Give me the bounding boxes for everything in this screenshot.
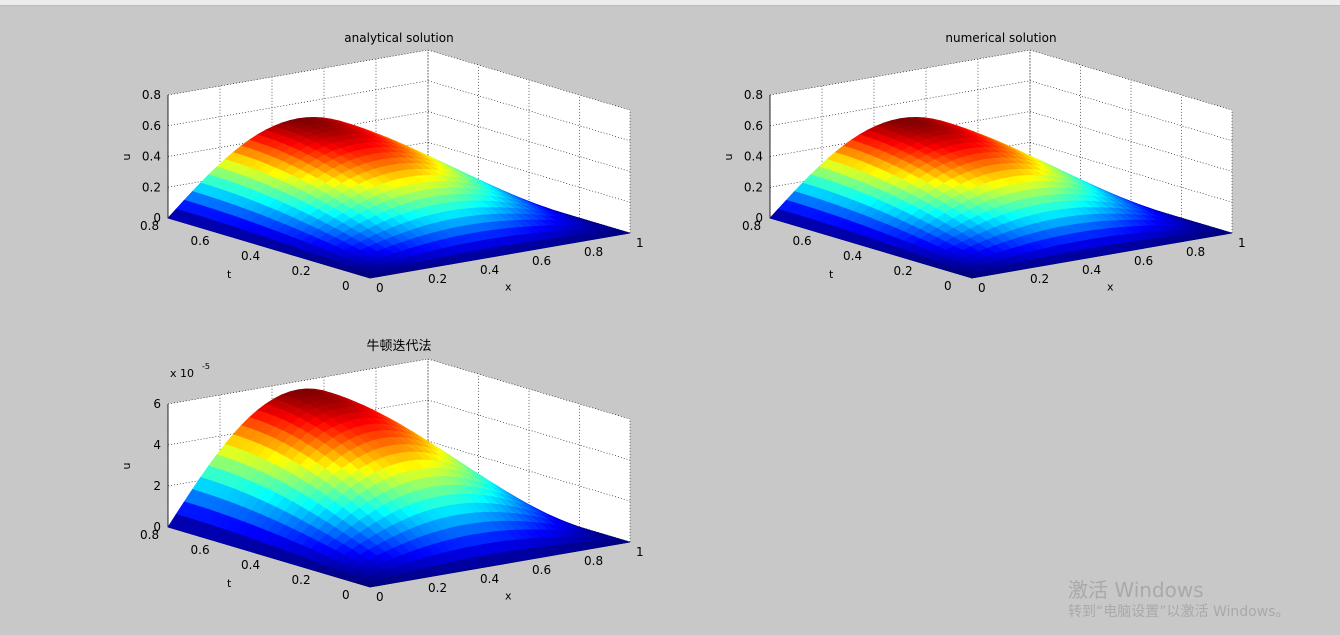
grid-line-z xyxy=(167,49,631,111)
t-axis-label: t xyxy=(829,268,834,281)
grid-line-z xyxy=(769,49,1233,111)
t-tick-label: 0 xyxy=(342,279,350,293)
t-axis-label: t xyxy=(227,268,232,281)
x-tick-label: 0.8 xyxy=(1186,245,1205,259)
t-tick-label: 0.2 xyxy=(292,573,311,587)
z-tick-label: 0.6 xyxy=(142,119,161,133)
grid-line-z xyxy=(769,80,1233,142)
surface-patch xyxy=(360,273,380,279)
surface-mesh xyxy=(769,116,1233,279)
surface-plot-2: 00.20.40.60.8100.20.40.60.800.20.40.60.8… xyxy=(722,31,1246,295)
t-tick-label: 0.6 xyxy=(191,543,210,557)
surface-mesh xyxy=(167,388,631,588)
z-exponent-label: x 10 xyxy=(170,367,194,380)
t-axis-label: t xyxy=(227,577,232,590)
x-tick-label: 0 xyxy=(376,590,384,604)
x-tick-label: 0.2 xyxy=(1030,272,1049,286)
t-tick-label: 0 xyxy=(944,279,952,293)
x-tick-label: 0.6 xyxy=(532,563,551,577)
x-tick-label: 0 xyxy=(978,281,986,295)
window-top-edge xyxy=(0,0,1340,6)
t-tick-label: 0.4 xyxy=(843,249,862,263)
x-tick-label: 0.6 xyxy=(1134,254,1153,268)
z-tick-label: 0.2 xyxy=(744,180,763,194)
z-tick-label: 0 xyxy=(153,520,161,534)
z-tick-label: 0.8 xyxy=(744,88,763,102)
surface-plot-1: 00.20.40.60.8100.20.40.60.800.20.40.60.8… xyxy=(120,31,644,295)
plot-title: analytical solution xyxy=(344,31,453,45)
z-tick-label: 0.2 xyxy=(142,180,161,194)
t-tick-label: 0.8 xyxy=(140,219,159,233)
x-tick-label: 0.8 xyxy=(584,245,603,259)
surface-mesh xyxy=(167,116,631,279)
t-tick-label: 0.8 xyxy=(742,219,761,233)
z-exponent-power: -5 xyxy=(202,362,210,371)
t-tick-label: 0.2 xyxy=(292,264,311,278)
x-tick-label: 1 xyxy=(1238,236,1246,250)
x-tick-label: 0.4 xyxy=(480,572,499,586)
t-tick-label: 0 xyxy=(342,588,350,602)
x-tick-label: 0.2 xyxy=(428,581,447,595)
plot-title: numerical solution xyxy=(945,31,1056,45)
z-tick-label: 0 xyxy=(153,211,161,225)
z-tick-label: 0 xyxy=(755,211,763,225)
z-axis-label: u xyxy=(120,154,133,161)
z-tick-label: 0.4 xyxy=(142,150,161,164)
z-axis-label: u xyxy=(722,154,735,161)
activation-watermark-subtitle: 转到“电脑设置”以激活 Windows。 xyxy=(1068,604,1290,620)
z-tick-label: 6 xyxy=(153,397,161,411)
t-tick-label: 0.4 xyxy=(241,558,260,572)
z-tick-label: 0.8 xyxy=(142,88,161,102)
x-tick-label: 0 xyxy=(376,281,384,295)
z-tick-label: 0.4 xyxy=(744,150,763,164)
activation-watermark-title: 激活 Windows xyxy=(1068,578,1204,602)
x-axis-label: x xyxy=(505,281,512,294)
x-axis-label: x xyxy=(1107,281,1114,294)
t-tick-label: 0.8 xyxy=(140,528,159,542)
z-tick-label: 4 xyxy=(153,438,161,452)
z-tick-label: 0.6 xyxy=(744,119,763,133)
x-tick-label: 0.4 xyxy=(480,263,499,277)
t-tick-label: 0.2 xyxy=(894,264,913,278)
t-tick-label: 0.6 xyxy=(191,234,210,248)
plot-title: 牛顿迭代法 xyxy=(366,339,431,354)
z-tick-label: 2 xyxy=(153,479,161,493)
x-axis-label: x xyxy=(505,590,512,603)
surface-patch xyxy=(962,273,982,279)
grid-line-z xyxy=(167,358,631,420)
z-axis-label: u xyxy=(120,463,133,470)
surface-patch xyxy=(360,581,380,588)
t-tick-label: 0.6 xyxy=(793,234,812,248)
x-tick-label: 0.2 xyxy=(428,272,447,286)
x-tick-label: 0.6 xyxy=(532,254,551,268)
x-tick-label: 1 xyxy=(636,545,644,559)
x-tick-label: 0.8 xyxy=(584,554,603,568)
t-tick-label: 0.4 xyxy=(241,249,260,263)
x-tick-label: 0.4 xyxy=(1082,263,1101,277)
x-tick-label: 1 xyxy=(636,236,644,250)
grid-line-z xyxy=(167,80,631,142)
